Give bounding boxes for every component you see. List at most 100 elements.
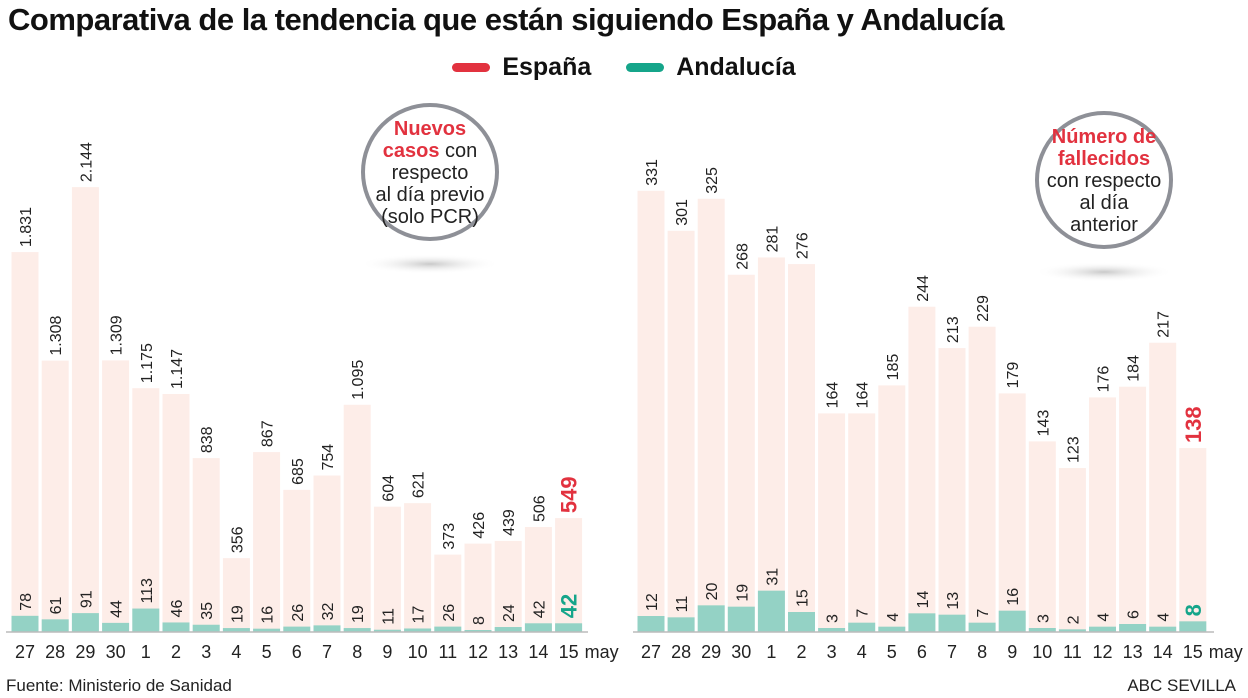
data-label-andalucia: 4 (885, 613, 902, 622)
bar-espana (878, 385, 906, 632)
data-label-andalucia: 46 (169, 600, 186, 618)
data-label-espana: 604 (380, 475, 397, 502)
bar-espana (404, 503, 432, 632)
bar-andalucia (938, 614, 966, 632)
annotation-text: (solo PCR) (381, 206, 479, 228)
data-label-andalucia: 7 (975, 609, 992, 618)
legend: España Andalucía (0, 50, 1248, 82)
annotation-text: respecto (392, 162, 469, 184)
chart-title: Comparativa de la tendencia que están si… (8, 2, 1005, 37)
bar-espana (1119, 386, 1147, 632)
data-label-espana: 356 (229, 526, 246, 553)
data-label-espana: 1.147 (169, 349, 186, 389)
annotation-line: (solo PCR) (381, 206, 479, 228)
bar-andalucia (818, 628, 846, 632)
bar-andalucia (637, 616, 665, 632)
bar-andalucia (71, 613, 99, 632)
x-tick-label: 6 (292, 642, 302, 662)
x-tick-label: 1 (141, 642, 151, 662)
data-label-espana: 229 (975, 295, 992, 322)
data-label-andalucia: 12 (644, 593, 661, 611)
data-label-espana: 244 (915, 275, 932, 302)
bar-andalucia (968, 622, 996, 632)
data-label-andalucia: 16 (1005, 588, 1022, 606)
x-tick-label: 14 (528, 642, 548, 662)
annotation-highlight: Nuevos (394, 118, 466, 140)
annotation-line: casos con (383, 140, 478, 162)
annotation-text: al día (1080, 192, 1130, 214)
data-label-andalucia: 26 (290, 604, 307, 622)
data-label-andalucia: 17 (411, 606, 428, 624)
x-tick-label: 30 (106, 642, 126, 662)
x-tick-label: 3 (201, 642, 211, 662)
data-label-andalucia: 113 (139, 578, 156, 604)
data-label-espana: 143 (1035, 410, 1052, 437)
bar-andalucia (878, 626, 906, 632)
data-label-andalucia: 78 (18, 593, 35, 611)
bar-espana (102, 360, 130, 632)
data-label-espana: 176 (1096, 366, 1113, 393)
x-tick-label: 9 (1007, 642, 1017, 662)
data-label-andalucia: 14 (915, 590, 932, 608)
data-label-espana: 1.175 (139, 343, 156, 383)
data-label-andalucia: 16 (260, 606, 277, 624)
bar-andalucia (102, 622, 130, 632)
annotation-circle (1035, 111, 1173, 249)
bar-andalucia (1028, 628, 1056, 632)
bar-espana (464, 543, 492, 632)
bar-andalucia (41, 619, 69, 632)
data-label-espana: 331 (644, 159, 661, 186)
bar-andalucia (434, 626, 462, 632)
data-label-espana: 506 (531, 495, 548, 522)
data-label-espana: 281 (764, 226, 781, 253)
annotation-text: anterior (1070, 214, 1138, 236)
credit: ABC SEVILLA (1127, 676, 1236, 695)
data-label-espana: 685 (290, 458, 307, 485)
x-tick-label: 15 (559, 642, 579, 662)
data-label-espana: 138 (1181, 406, 1206, 443)
bar-espana (555, 518, 583, 632)
data-label-andalucia: 19 (734, 584, 751, 602)
legend-label-andalucia: Andalucía (676, 53, 796, 81)
bar-espana (757, 257, 785, 632)
data-label-andalucia: 35 (199, 602, 216, 620)
bar-espana (938, 348, 966, 632)
data-label-andalucia: 19 (229, 605, 246, 623)
bar-espana (162, 393, 190, 632)
data-label-espana: 549 (557, 476, 582, 513)
bar-espana (637, 190, 665, 633)
bar-espana (1028, 441, 1056, 632)
data-label-andalucia: 42 (557, 594, 582, 618)
x-tick-label: 11 (1063, 642, 1082, 662)
x-tick-label: 1 (766, 642, 776, 662)
legend-item-espana: España (452, 53, 591, 82)
bar-espana (132, 388, 160, 632)
x-tick-label: 12 (1092, 642, 1112, 662)
annotation-line: Número de (1052, 126, 1156, 148)
x-tick-label: 6 (917, 642, 927, 662)
data-label-andalucia: 13 (945, 592, 962, 610)
bar-andalucia (788, 612, 815, 632)
bar-andalucia (998, 610, 1026, 632)
x-tick-label: 7 (322, 642, 332, 662)
x-tick-label: 8 (352, 642, 362, 662)
data-label-andalucia: 11 (380, 608, 397, 625)
bar-andalucia (1179, 621, 1207, 632)
bar-espana (373, 506, 401, 632)
data-label-andalucia: 24 (501, 604, 518, 622)
annotation-line: al día (1080, 192, 1130, 214)
x-tick-label: 2 (171, 642, 181, 662)
x-tick-label: 7 (947, 642, 957, 662)
data-label-espana: 373 (441, 523, 458, 550)
data-label-andalucia: 20 (704, 582, 721, 600)
bar-espana (41, 360, 69, 632)
bar-andalucia (697, 605, 725, 632)
data-label-espana: 426 (471, 512, 488, 539)
bar-andalucia (162, 622, 190, 632)
bar-andalucia (727, 606, 755, 632)
bar-andalucia (555, 623, 583, 632)
x-tick-label: 27 (641, 642, 661, 662)
x-tick-label: 9 (382, 642, 392, 662)
x-tick-label: 15 (1183, 642, 1203, 662)
